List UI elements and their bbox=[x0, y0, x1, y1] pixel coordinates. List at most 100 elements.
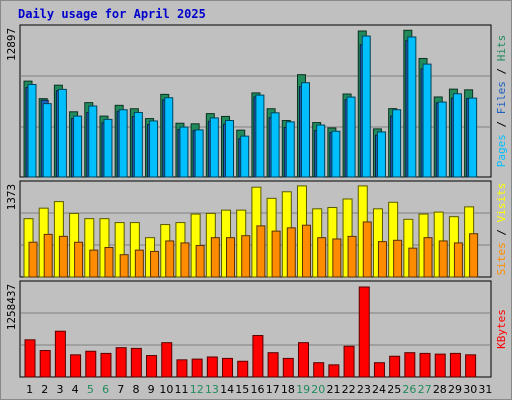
bar-sites-5 bbox=[89, 249, 99, 278]
x-tick-26: 26 bbox=[402, 383, 416, 396]
legend-part-top-4: Hits bbox=[495, 35, 508, 62]
bar-pages-27 bbox=[422, 63, 432, 178]
bar-sites-6 bbox=[104, 247, 114, 278]
legend-part-middle-2: Visits bbox=[495, 183, 508, 223]
bar-sites-23 bbox=[362, 221, 372, 278]
legend-part-top-0: Pages bbox=[495, 134, 508, 167]
bar-pages-6 bbox=[103, 118, 113, 178]
x-tick-20: 20 bbox=[311, 383, 325, 396]
x-tick-4: 4 bbox=[72, 383, 79, 396]
bar-pages-24 bbox=[376, 131, 386, 178]
bar-pages-11 bbox=[179, 126, 189, 178]
bar-sites-4 bbox=[74, 241, 84, 278]
x-tick-10: 10 bbox=[159, 383, 173, 396]
x-tick-3: 3 bbox=[56, 383, 63, 396]
bar-kbytes-4 bbox=[70, 354, 82, 378]
bar-sites-17 bbox=[271, 230, 281, 278]
bar-sites-3 bbox=[58, 235, 68, 278]
x-tick-23: 23 bbox=[357, 383, 371, 396]
legend-part-middle-0: Sites bbox=[495, 242, 508, 275]
bar-kbytes-18 bbox=[282, 357, 294, 378]
bar-pages-25 bbox=[392, 109, 402, 178]
bar-sites-22 bbox=[347, 235, 357, 278]
legend-label-top: Pages / Files / Hits bbox=[495, 35, 508, 168]
x-tick-18: 18 bbox=[281, 383, 295, 396]
x-tick-12: 12 bbox=[190, 383, 204, 396]
bar-sites-27 bbox=[423, 237, 433, 278]
bar-kbytes-20 bbox=[313, 362, 325, 378]
bar-sites-13 bbox=[210, 237, 220, 278]
x-tick-31: 31 bbox=[478, 383, 492, 396]
bar-sites-30 bbox=[469, 233, 479, 278]
bar-sites-20 bbox=[317, 237, 327, 278]
x-tick-2: 2 bbox=[41, 383, 48, 396]
x-tick-11: 11 bbox=[175, 383, 189, 396]
bar-kbytes-13 bbox=[206, 356, 218, 378]
legend-part-top-2: Files bbox=[495, 81, 508, 114]
bar-pages-13 bbox=[209, 117, 219, 178]
bar-kbytes-11 bbox=[176, 359, 188, 378]
bar-pages-3 bbox=[57, 88, 67, 178]
bar-sites-2 bbox=[43, 233, 53, 278]
bar-kbytes-29 bbox=[449, 352, 461, 378]
bar-kbytes-3 bbox=[54, 330, 66, 378]
bar-sites-18 bbox=[286, 227, 296, 278]
bar-pages-8 bbox=[133, 111, 143, 178]
bar-kbytes-17 bbox=[267, 352, 279, 378]
bar-kbytes-9 bbox=[146, 355, 158, 378]
max-label-top: 12897 bbox=[5, 28, 18, 61]
chart-title: Daily usage for April 2025 bbox=[18, 7, 206, 21]
x-tick-29: 29 bbox=[448, 383, 462, 396]
x-tick-6: 6 bbox=[102, 383, 109, 396]
legend-part-bottom-0: KBytes bbox=[495, 309, 508, 349]
bar-sites-29 bbox=[453, 242, 463, 278]
bar-kbytes-15 bbox=[237, 360, 249, 378]
x-tick-27: 27 bbox=[418, 383, 432, 396]
bar-pages-10 bbox=[164, 97, 174, 178]
bar-pages-21 bbox=[331, 130, 341, 178]
bar-kbytes-5 bbox=[85, 350, 97, 378]
x-tick-7: 7 bbox=[117, 383, 124, 396]
bar-sites-10 bbox=[165, 240, 175, 278]
bar-pages-28 bbox=[437, 101, 447, 178]
bar-sites-1 bbox=[28, 241, 38, 278]
bar-kbytes-25 bbox=[389, 355, 401, 378]
legend-part-top-3: / bbox=[495, 61, 508, 81]
bar-kbytes-2 bbox=[39, 350, 51, 378]
bar-kbytes-23 bbox=[358, 286, 370, 378]
bar-pages-1 bbox=[27, 84, 37, 178]
bar-kbytes-19 bbox=[297, 342, 309, 378]
bar-kbytes-1 bbox=[24, 339, 36, 378]
legend-label-middle: Sites / Visits bbox=[495, 183, 508, 276]
bar-pages-4 bbox=[73, 115, 83, 178]
bar-sites-21 bbox=[332, 238, 342, 278]
x-tick-14: 14 bbox=[220, 383, 234, 396]
legend-part-top-1: / bbox=[495, 114, 508, 134]
bar-kbytes-10 bbox=[161, 342, 173, 378]
bar-sites-19 bbox=[301, 224, 311, 278]
bar-pages-15 bbox=[240, 135, 250, 178]
bar-kbytes-8 bbox=[130, 347, 142, 378]
bar-kbytes-22 bbox=[343, 345, 355, 378]
x-tick-22: 22 bbox=[342, 383, 356, 396]
bar-pages-17 bbox=[270, 112, 280, 178]
bar-pages-12 bbox=[194, 129, 204, 178]
x-tick-28: 28 bbox=[433, 383, 447, 396]
bar-pages-5 bbox=[88, 105, 98, 178]
x-tick-30: 30 bbox=[463, 383, 477, 396]
bar-pages-30 bbox=[468, 97, 478, 178]
max-label-bottom: 1258437 bbox=[5, 284, 18, 330]
bar-sites-7 bbox=[119, 254, 129, 278]
bar-pages-20 bbox=[316, 124, 326, 178]
bar-sites-24 bbox=[377, 241, 387, 278]
bar-pages-14 bbox=[225, 120, 235, 178]
bar-sites-26 bbox=[408, 247, 418, 278]
bar-pages-19 bbox=[300, 82, 310, 178]
bar-sites-11 bbox=[180, 242, 190, 278]
bar-pages-7 bbox=[118, 109, 128, 178]
x-tick-5: 5 bbox=[87, 383, 94, 396]
bar-kbytes-21 bbox=[328, 364, 340, 378]
x-tick-21: 21 bbox=[326, 383, 340, 396]
bar-pages-9 bbox=[149, 120, 159, 178]
